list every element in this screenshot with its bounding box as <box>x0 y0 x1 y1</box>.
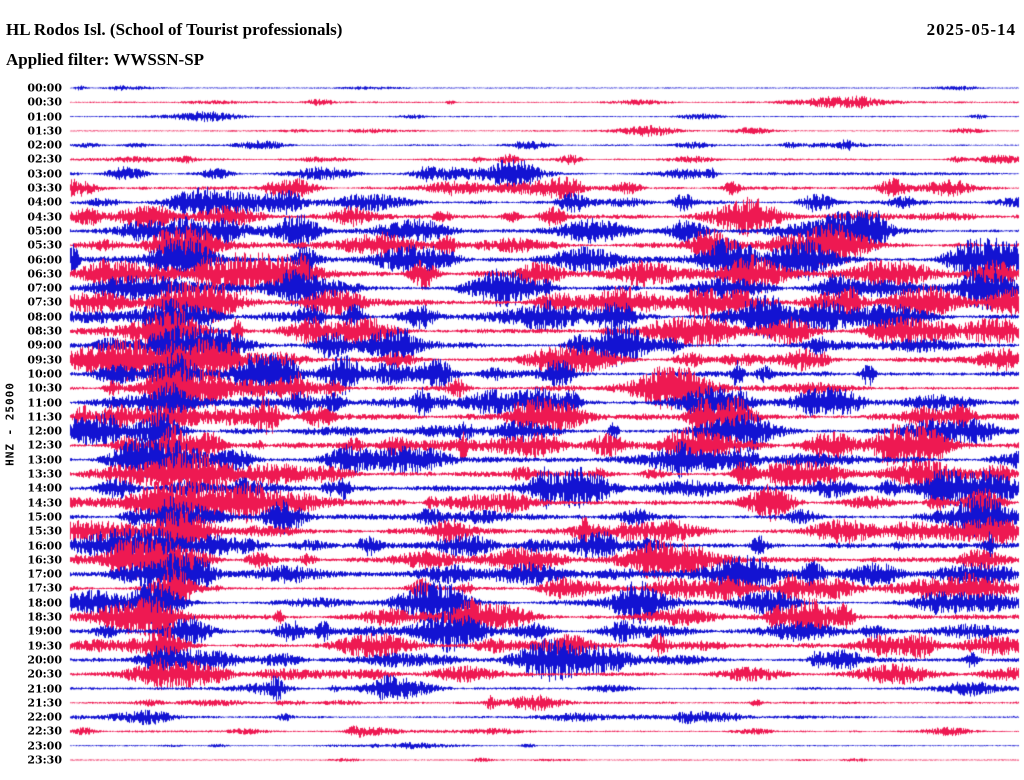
row-time-label: 00:30 <box>27 95 62 109</box>
row-time-label: 21:30 <box>27 696 62 710</box>
row-time-label: 23:30 <box>27 753 62 767</box>
row-time-label: 19:30 <box>27 639 62 653</box>
row-time-label: 05:30 <box>27 238 62 252</box>
time-axis-labels: 00:00 00:30 01:00 01:30 02:00 02:30 03:00 03:30… <box>0 0 66 780</box>
row-time-label: 04:30 <box>27 210 62 224</box>
row-time-label: 06:00 <box>27 253 62 267</box>
row-time-label: 21:00 <box>27 682 62 695</box>
row-time-label: 08:30 <box>27 324 62 338</box>
row-time-label: 17:00 <box>27 567 62 581</box>
row-time-label: 13:00 <box>27 453 62 467</box>
row-time-label: 11:30 <box>27 410 62 424</box>
row-time-label: 01:30 <box>27 124 62 138</box>
row-time-label: 02:00 <box>27 138 62 152</box>
row-time-label: 01:00 <box>27 110 62 124</box>
row-time-label: 12:00 <box>27 424 62 438</box>
row-time-label: 00:00 <box>27 81 62 95</box>
row-time-label: 03:00 <box>27 167 62 181</box>
row-time-label: 10:30 <box>27 381 62 395</box>
row-time-label: 12:30 <box>27 438 62 452</box>
row-time-label: 18:00 <box>27 596 62 610</box>
row-time-label: 09:30 <box>27 353 62 367</box>
row-time-label: 06:30 <box>27 267 62 281</box>
row-time-label: 20:00 <box>27 653 62 667</box>
row-time-label: 07:30 <box>27 295 62 309</box>
row-time-label: 03:30 <box>27 181 62 195</box>
row-time-label: 22:00 <box>27 710 62 724</box>
row-time-label: 16:00 <box>27 539 62 553</box>
row-time-label: 05:00 <box>27 224 62 238</box>
row-time-label: 04:00 <box>27 195 62 209</box>
row-time-label: 10:00 <box>27 367 62 381</box>
row-time-label: 08:00 <box>27 310 62 324</box>
row-time-label: 22:30 <box>27 724 62 738</box>
row-time-label: 19:00 <box>27 624 62 638</box>
row-time-label: 17:30 <box>27 581 62 595</box>
row-time-label: 15:30 <box>27 524 62 538</box>
row-time-label: 14:30 <box>27 496 62 510</box>
row-time-label: 09:00 <box>27 338 62 352</box>
row-time-label: 16:30 <box>27 553 62 567</box>
row-time-label: 13:30 <box>27 467 62 481</box>
row-time-label: 02:30 <box>27 152 62 166</box>
row-time-label: 11:00 <box>27 396 62 410</box>
row-time-label: 14:00 <box>27 481 62 495</box>
row-time-label: 20:30 <box>27 667 62 681</box>
row-time-label: 18:30 <box>27 610 62 624</box>
row-time-label: 23:00 <box>27 739 62 753</box>
row-time-label: 15:00 <box>27 510 62 524</box>
row-time-label: 07:00 <box>27 281 62 295</box>
